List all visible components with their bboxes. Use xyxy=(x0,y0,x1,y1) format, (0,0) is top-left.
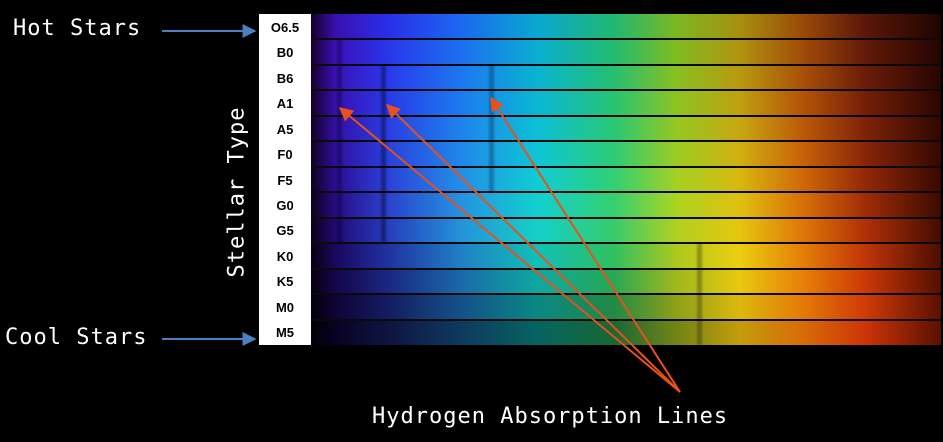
hydrogen-absorption-lines-label: Hydrogen Absorption Lines xyxy=(372,404,729,429)
absorption-line xyxy=(489,64,494,193)
spectrum-band xyxy=(311,39,941,66)
band-divider xyxy=(311,267,941,270)
band-divider xyxy=(311,89,941,92)
stellar-type-label: G5 xyxy=(276,223,294,239)
hot-stars-label: Hot Stars xyxy=(13,16,142,41)
band-divider xyxy=(311,114,941,117)
band-divider xyxy=(311,318,941,321)
stellar-type-label: M5 xyxy=(275,325,295,341)
spectrum-band xyxy=(311,192,941,219)
absorption-line xyxy=(381,64,386,244)
stellar-type-label: O6.5 xyxy=(270,19,300,35)
stellar-type-label: K0 xyxy=(276,248,294,264)
stellar-type-label: A1 xyxy=(276,96,294,112)
stellar-type-label: F0 xyxy=(277,147,293,163)
band-divider xyxy=(311,191,941,194)
hydrogen-arrow-3 xyxy=(490,96,681,393)
spectrum-band xyxy=(311,14,941,40)
spectrum-band xyxy=(311,90,941,117)
band-divider xyxy=(311,242,941,245)
cool-stars-label: Cool Stars xyxy=(5,325,148,350)
spectrum-band xyxy=(311,141,941,168)
stellar-type-label: B6 xyxy=(276,70,294,86)
spectrum-band xyxy=(311,268,941,295)
absorption-line xyxy=(337,39,342,244)
stellar-type-label: A5 xyxy=(276,121,294,137)
stellar-type-label: M0 xyxy=(275,299,295,315)
absorption-line xyxy=(697,243,702,345)
spectrum-band xyxy=(311,319,941,345)
band-divider xyxy=(311,63,941,66)
band-divider xyxy=(311,140,941,143)
stellar-type-label: G0 xyxy=(276,197,294,213)
band-divider xyxy=(311,165,941,168)
stellar-type-label: K5 xyxy=(276,274,294,290)
spectrum-band xyxy=(311,217,941,244)
hydrogen-arrow-1 xyxy=(338,107,681,393)
spectrum-band xyxy=(311,243,941,270)
band-divider xyxy=(311,293,941,296)
spectrum-band xyxy=(311,64,941,91)
stellar-type-column: O6.5 B0 B6 A1 A5 F0 F5 G0 G5 K0 K5 M0 M5 xyxy=(259,14,311,345)
band-divider xyxy=(311,216,941,219)
stellar-type-label: B0 xyxy=(276,45,294,61)
stellar-type-label: F5 xyxy=(277,172,293,188)
band-divider xyxy=(311,38,941,41)
spectrum-band xyxy=(311,115,941,142)
hydrogen-arrow-2 xyxy=(385,104,681,393)
